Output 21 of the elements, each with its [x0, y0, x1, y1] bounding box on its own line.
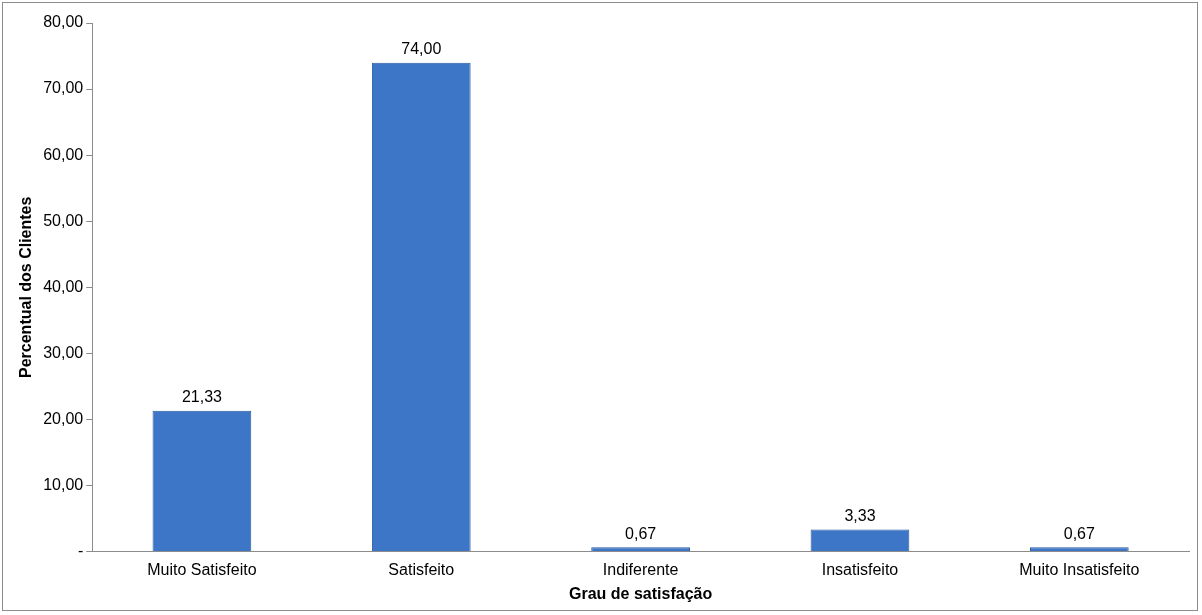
data-label: 3,33 — [844, 507, 876, 524]
x-axis-title: Grau de satisfação — [569, 584, 713, 602]
y-tick-label: 40,00 — [43, 277, 84, 295]
x-tick-label: Indiferente — [602, 560, 679, 578]
y-tick-label: 50,00 — [43, 211, 84, 229]
data-label: 0,67 — [625, 524, 657, 542]
y-tick-label: 60,00 — [43, 145, 84, 163]
y-tick-label: 10,00 — [43, 475, 84, 493]
x-tick-label: Muito Satisfeito — [147, 560, 257, 578]
y-tick-label: - — [77, 542, 84, 560]
data-label: 0,67 — [1063, 524, 1095, 542]
x-tick-label: Insatisfeito — [821, 560, 899, 578]
y-tick-label: 70,00 — [43, 79, 84, 97]
y-tick-label: 80,00 — [43, 13, 84, 31]
x-tick-label: Muito Insatisfeito — [1019, 560, 1140, 578]
x-tick-label: Satisfeito — [388, 560, 455, 578]
y-axis-title: Percentual dos Clientes — [17, 196, 35, 378]
data-label: 74,00 — [401, 40, 442, 58]
data-label: 21,33 — [181, 388, 223, 406]
y-tick-label: 20,00 — [43, 409, 84, 427]
y-tick-label: 30,00 — [43, 343, 84, 361]
